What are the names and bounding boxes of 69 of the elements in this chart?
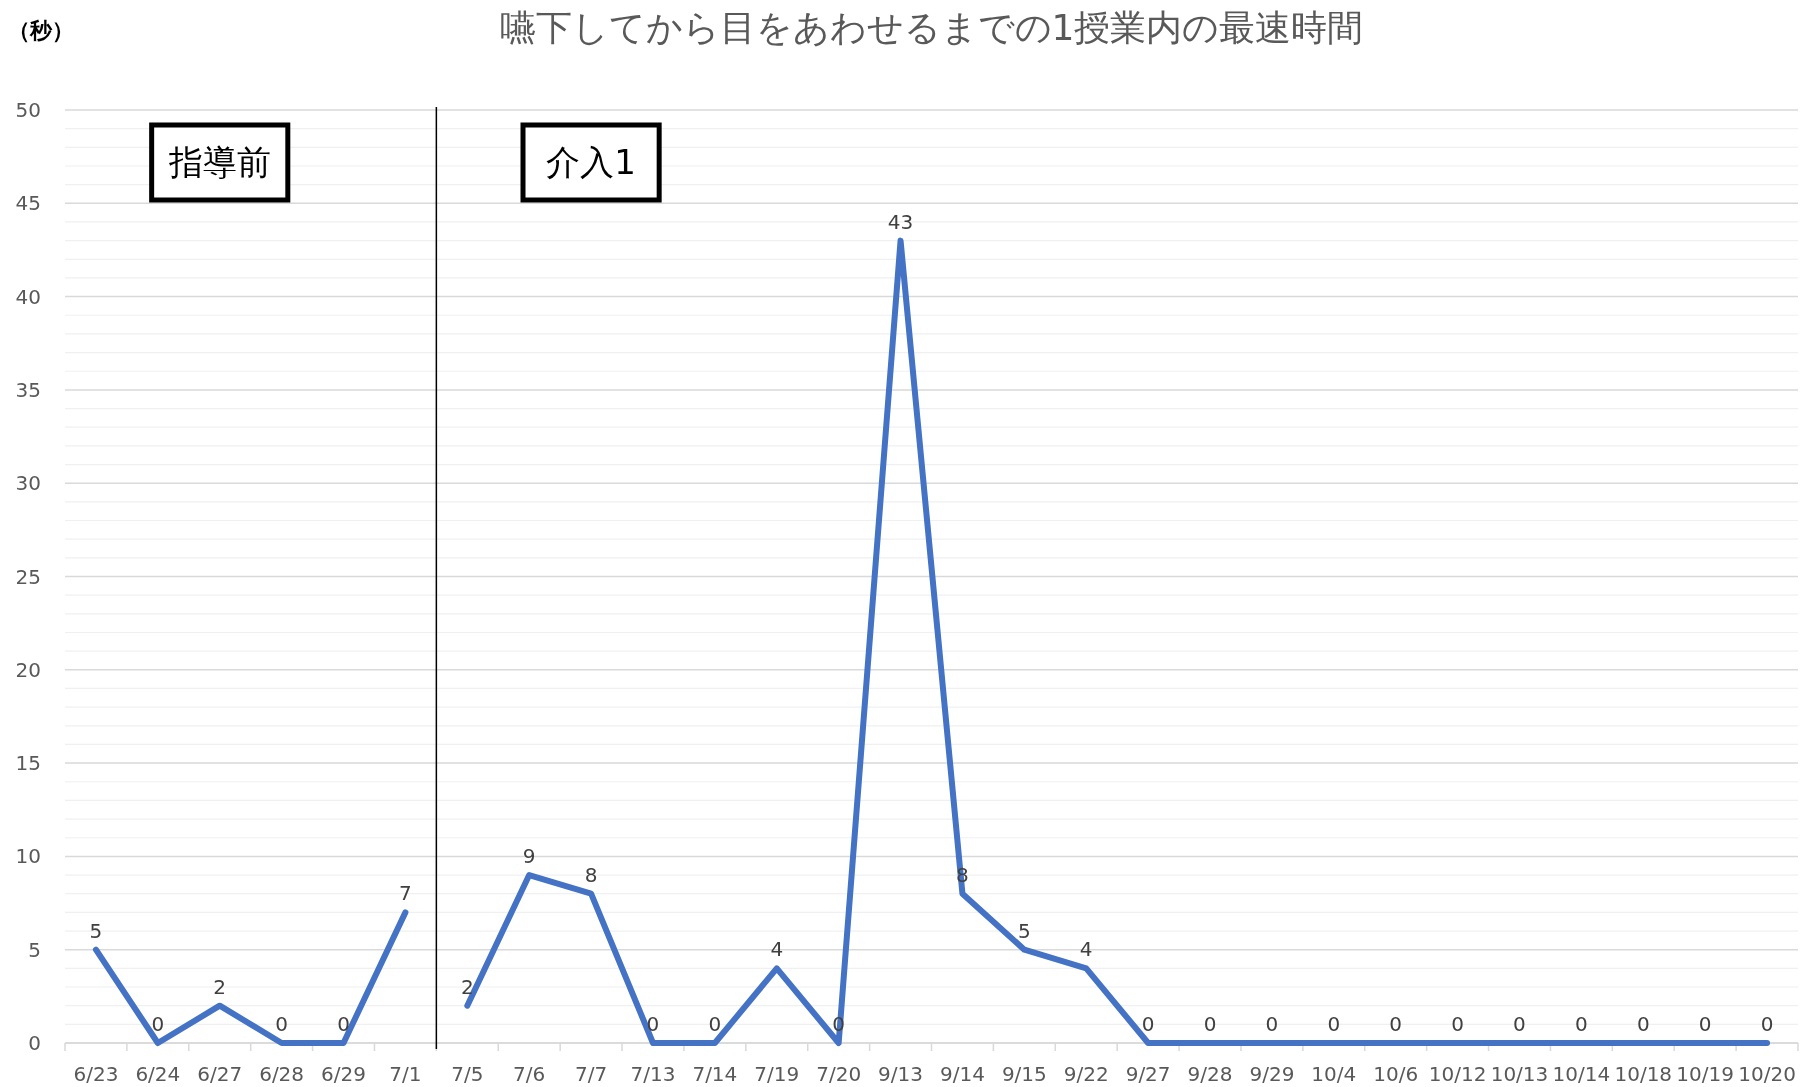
- data-label: 0: [1451, 1012, 1464, 1036]
- chart-title: 嚥下してから目をあわせるまでの1授業内の最速時間: [499, 7, 1364, 48]
- x-tick-label: 9/13: [878, 1062, 924, 1086]
- data-label: 0: [1327, 1012, 1341, 1036]
- data-label: 4: [1079, 937, 1093, 962]
- annotation: 指導前: [167, 142, 271, 182]
- data-label: 0: [1513, 1012, 1526, 1036]
- data-label: 0: [151, 1012, 165, 1036]
- data-label: 2: [213, 974, 227, 999]
- y-tick-label: 25: [15, 564, 41, 589]
- data-label: 0: [1575, 1012, 1588, 1036]
- x-tick-label: 9/27: [1125, 1062, 1171, 1086]
- data-label: 0: [1636, 1012, 1650, 1036]
- data-label: 4: [770, 937, 784, 962]
- x-tick-label: 7/5: [451, 1062, 484, 1086]
- data-label: 0: [646, 1012, 660, 1036]
- x-tick-label: 10/12: [1428, 1062, 1487, 1086]
- data-label: 0: [1203, 1012, 1217, 1036]
- annotation: 介入1: [546, 142, 636, 182]
- x-tick-label: 10/13: [1490, 1062, 1549, 1086]
- y-tick-label: 20: [15, 657, 41, 682]
- y-tick-label: 10: [15, 844, 41, 869]
- y-tick-label: 15: [15, 751, 41, 776]
- x-tick-label: 10/4: [1311, 1062, 1357, 1086]
- y-tick-label: 50: [15, 98, 41, 122]
- x-tick-label: 9/15: [1001, 1062, 1047, 1086]
- x-tick-label: 10/18: [1614, 1062, 1673, 1086]
- y-axis-title: （秒）: [8, 18, 74, 43]
- data-label: 0: [337, 1012, 350, 1036]
- x-tick-label: 7/6: [513, 1062, 546, 1086]
- data-label: 0: [1265, 1012, 1279, 1036]
- data-label: 8: [584, 862, 598, 887]
- data-label: 5: [1017, 918, 1031, 943]
- y-tick-label: 35: [15, 377, 41, 402]
- data-label: 0: [1389, 1012, 1403, 1036]
- x-tick-label: 10/19: [1676, 1062, 1734, 1086]
- x-tick-label: 9/22: [1063, 1062, 1109, 1086]
- x-tick-label: 6/24: [135, 1062, 181, 1086]
- data-label: 0: [275, 1012, 288, 1036]
- data-label: 0: [708, 1012, 722, 1036]
- data-label: 0: [1698, 1012, 1712, 1036]
- x-tick-label: 10/20: [1738, 1062, 1796, 1086]
- x-tick-label: 6/28: [259, 1062, 305, 1086]
- x-tick-label: 10/6: [1373, 1062, 1419, 1086]
- x-tick-label: 9/14: [939, 1062, 985, 1086]
- data-label: 9: [522, 844, 536, 869]
- y-tick-label: 5: [28, 937, 41, 962]
- data-label: 2: [460, 974, 474, 999]
- x-tick-label: 7/20: [816, 1062, 862, 1086]
- y-tick-label: 0: [28, 1031, 41, 1055]
- data-label: 5: [89, 918, 103, 943]
- y-tick-label: 30: [15, 471, 41, 496]
- x-tick-label: 6/27: [197, 1062, 243, 1086]
- x-tick-label: 9/29: [1249, 1062, 1295, 1086]
- y-tick-label: 40: [15, 284, 41, 309]
- x-tick-label: 7/19: [754, 1062, 800, 1086]
- data-label: 7: [399, 881, 412, 906]
- x-tick-label: 7/13: [630, 1062, 676, 1086]
- y-tick-label: 45: [15, 191, 41, 216]
- data-label: 43: [887, 209, 914, 234]
- x-tick-label: 6/29: [321, 1062, 366, 1086]
- x-tick-label: 9/28: [1187, 1062, 1233, 1086]
- x-tick-label: 7/7: [575, 1062, 608, 1086]
- data-label: 0: [1141, 1012, 1155, 1036]
- x-tick-label: 10/14: [1552, 1062, 1611, 1086]
- x-tick-label: 7/1: [389, 1062, 422, 1086]
- data-label: 0: [1760, 1012, 1774, 1036]
- x-tick-label: 7/14: [692, 1062, 738, 1086]
- x-tick-label: 6/23: [73, 1062, 119, 1086]
